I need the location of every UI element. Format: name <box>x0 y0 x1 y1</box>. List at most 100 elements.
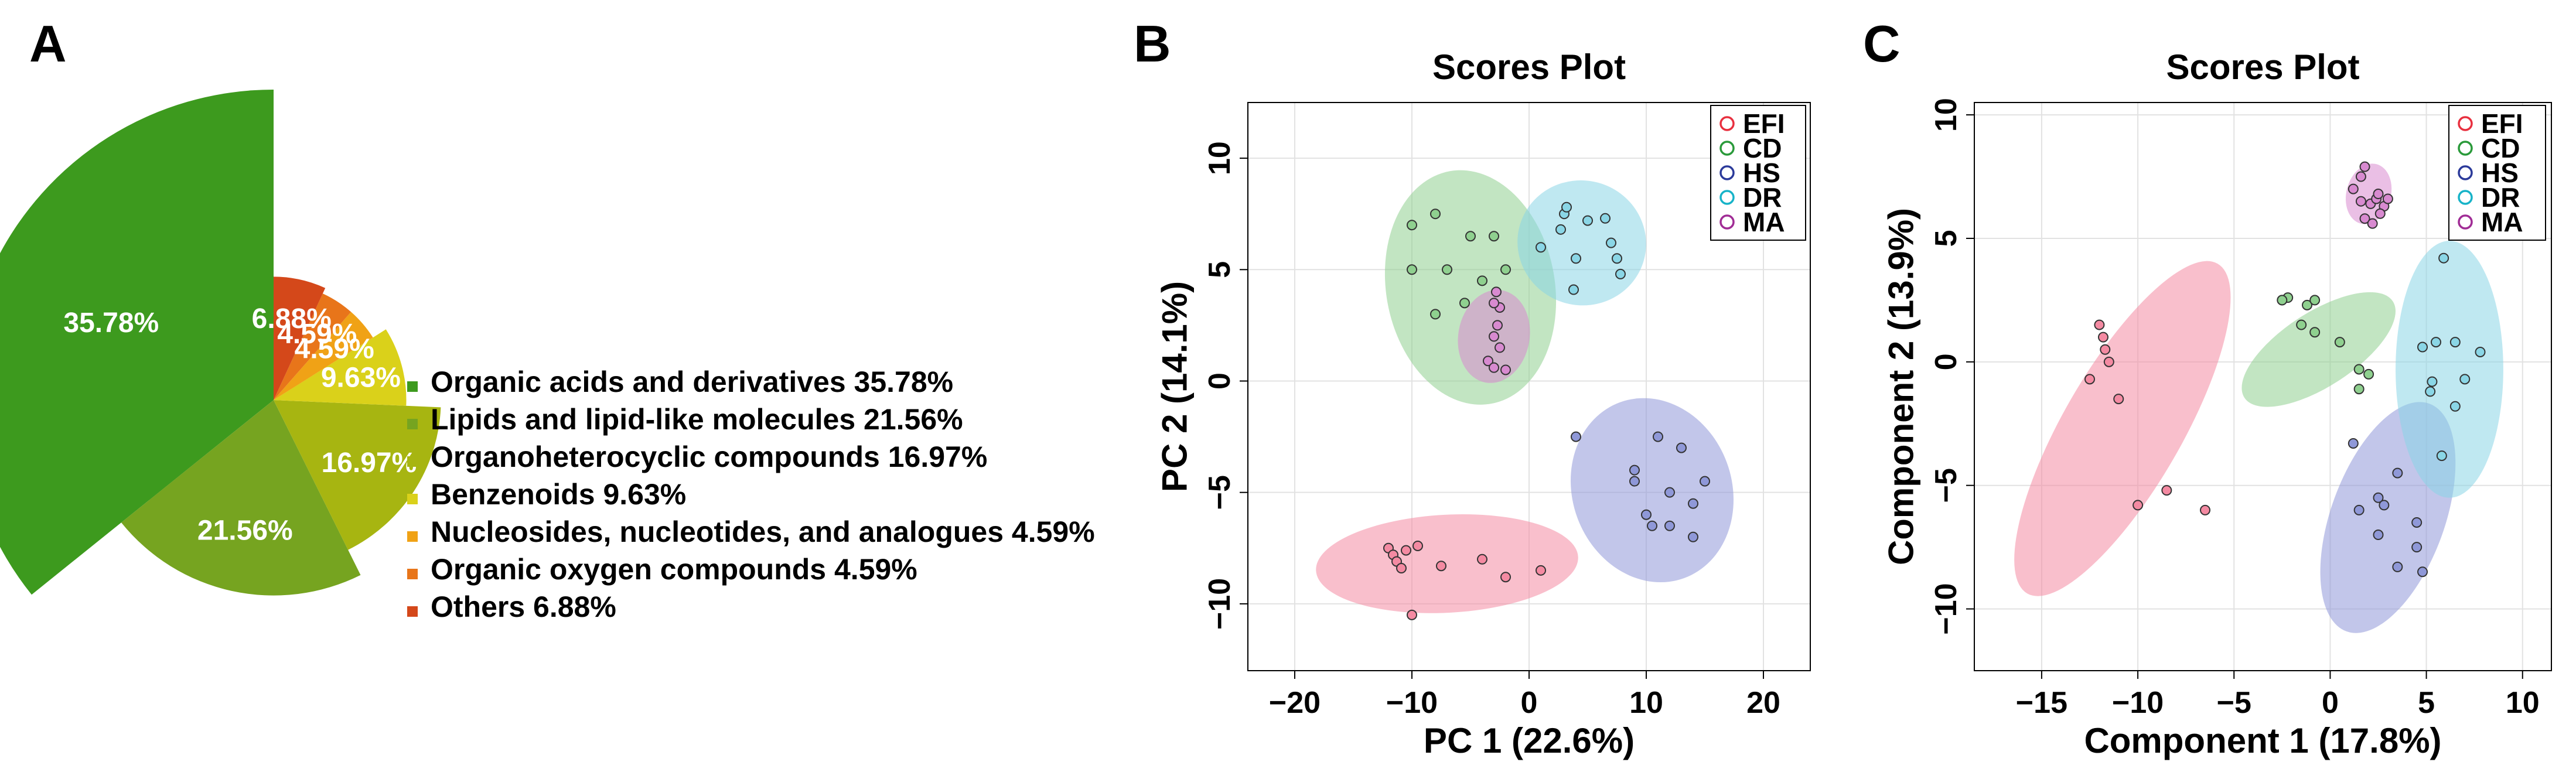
plot-b-point-hs <box>1700 476 1710 487</box>
plot-b-point-ma <box>1492 320 1503 331</box>
pie-data-label: 21.56% <box>197 515 293 546</box>
plot-c-legend-marker-ma <box>2458 214 2473 230</box>
plot-b-x-tick-label: 10 <box>1629 686 1663 720</box>
plot-c-y-tick-label: 5 <box>1929 230 1963 247</box>
plot-c-y-axis-label: Component 2 (13.9%) <box>1882 208 1921 565</box>
plot-b-point-ma <box>1489 331 1499 342</box>
plot-b-point-cd <box>1465 231 1476 242</box>
plot-c-x-tick-label: −5 <box>2217 686 2251 720</box>
plot-b-axes: −20 −10 0 10 20 −10 −5 0 5 10 <box>1203 141 1780 720</box>
legend-swatch-organic-oxygen-compounds <box>407 569 418 579</box>
plot-c-point-dr <box>2475 346 2486 357</box>
plot-b-point-cd <box>1430 209 1441 220</box>
plot-c-point-ma <box>2382 193 2393 204</box>
plot-b-point-dr <box>1600 213 1611 224</box>
pie-data-label: 16.97% <box>322 448 417 479</box>
plot-b-legend-marker-cd <box>1719 141 1735 156</box>
plot-c-x-tick-label: 10 <box>2506 686 2540 720</box>
plot-b-point-dr <box>1606 237 1616 248</box>
legend-entry-organic-acids-and-derivatives: Organic acids and derivatives 35.78% <box>431 365 953 398</box>
plot-c-legend-label-hs: HS <box>2481 158 2519 188</box>
plot-b-point-efi <box>1401 545 1411 556</box>
plot-b-y-tick-label: 10 <box>1203 141 1237 175</box>
plot-b-legend-label-ma: MA <box>1743 207 1785 237</box>
plot-b-point-hs <box>1571 431 1581 442</box>
plot-b-point-dr <box>1612 253 1622 264</box>
plot-c-point-ma <box>2367 218 2378 229</box>
plot-c-point-dr <box>2438 252 2449 264</box>
plot-b-y-tick-label: −10 <box>1203 578 1237 630</box>
legend-entry-benzenoids: Benzenoids 9.63% <box>431 478 686 511</box>
plot-c-point-dr <box>2431 337 2441 348</box>
plot-c-point-efi <box>2103 356 2114 367</box>
legend-entry-organic-oxygen-compounds: Organic oxygen compounds 4.59% <box>431 553 917 586</box>
plot-c-y-tick-label: 10 <box>1929 98 1963 132</box>
plot-b-y-tick-label: −5 <box>1203 475 1237 510</box>
legend-swatch-lipids-and-lipid-like-molecules <box>407 419 418 429</box>
pie-slice-organoheterocyclic-compounds <box>274 400 441 550</box>
pie-data-label: 4.59% <box>295 334 374 365</box>
plot-c-axes: −15 −10 −5 0 5 10 −10 −5 0 5 10 <box>1929 98 2540 720</box>
plot-c-point-hs <box>2379 500 2390 511</box>
plot-c-point-dr <box>2459 374 2471 385</box>
plot-b-point-ma <box>1483 356 1493 367</box>
plot-c-x-tick-label: −10 <box>2112 686 2164 720</box>
plot-c-x-tick-label: 0 <box>2322 686 2339 720</box>
plot-c-point-efi <box>2113 394 2124 405</box>
plot-c-legend-marker-dr <box>2458 190 2473 205</box>
plot-c-point-ma <box>2374 208 2386 219</box>
plot-b-ellipse-efi <box>1316 514 1578 613</box>
plot-b-point-hs <box>1688 531 1698 542</box>
plot-c-point-dr <box>2427 376 2438 387</box>
pie-slice-lipids-and-lipid-like-molecules <box>121 400 361 596</box>
plot-b-legend-marker-ma <box>1719 214 1735 230</box>
plot-c-point-dr <box>2449 401 2461 412</box>
plot-c-x-tick-label: −15 <box>2016 686 2067 720</box>
plot-c-point-cd <box>2363 368 2374 380</box>
legend-entry-others: Others 6.88% <box>431 590 616 623</box>
plot-c-point-cd <box>2309 327 2321 338</box>
plot-b-point-cd <box>1407 220 1417 231</box>
plot-b-point-dr <box>1555 224 1566 235</box>
plot-c-legend-marker-cd <box>2458 141 2473 156</box>
plot-c-point-hs <box>2373 492 2384 503</box>
plot-c-x-axis-label: Component 1 (17.8%) <box>2084 721 2441 760</box>
pie-slice-nucleosides-nucleotides-and-analogues <box>274 312 373 400</box>
plot-b-point-cd <box>1489 231 1499 242</box>
plot-c-point-dr <box>2425 386 2436 397</box>
plot-c-point-dr <box>2436 450 2447 462</box>
legend-entry-nucleosides-nucleotides-and-analogues: Nucleosides, nucleotides, and analogues … <box>431 515 1095 548</box>
plot-b-point-cd <box>1477 275 1487 286</box>
plot-b-y-tick-label: 0 <box>1203 373 1237 390</box>
legend-entry-lipids-and-lipid-like-molecules: Lipids and lipid-like molecules 21.56% <box>431 403 963 436</box>
plot-c-y-tick-label: −5 <box>1929 468 1963 503</box>
panel-label-b: B <box>1134 15 1171 73</box>
plot-c-y-tick-label: 0 <box>1929 353 1963 370</box>
pie-data-label: 9.63% <box>321 363 401 394</box>
plot-c-point-cd <box>2296 319 2307 330</box>
plot-c-point-efi <box>2133 500 2144 511</box>
plot-c-point-efi <box>2200 504 2210 515</box>
plot-b-legend-label-cd: CD <box>1743 133 1782 163</box>
plot-b-legend-label-hs: HS <box>1743 158 1780 188</box>
plot-c-ellipse-cd <box>2241 292 2396 407</box>
plot-c-y-tick-label: −10 <box>1929 583 1963 634</box>
plot-c-point-hs <box>2353 504 2365 515</box>
plot-b-point-efi <box>1396 563 1407 574</box>
plot-b-point-ma <box>1491 286 1502 298</box>
plot-b-point-dr <box>1582 215 1593 226</box>
plot-b-point-hs <box>1664 520 1675 531</box>
plot-b-confidence-ellipses <box>1316 170 1734 613</box>
plot-c-legend-label-cd: CD <box>2481 133 2520 163</box>
plot-b-point-hs <box>1676 442 1687 453</box>
plot-b-legend-marker-efi <box>1719 116 1735 131</box>
plot-c-point-hs <box>2411 517 2423 528</box>
plot-b-point-hs <box>1629 476 1640 487</box>
panel-label-a: A <box>29 15 67 73</box>
plot-c-point-hs <box>2417 566 2428 578</box>
plot-b-point-efi <box>1412 540 1423 551</box>
plot-c-point-cd <box>2334 337 2345 348</box>
plot-c-plot-frame <box>1974 102 2552 671</box>
